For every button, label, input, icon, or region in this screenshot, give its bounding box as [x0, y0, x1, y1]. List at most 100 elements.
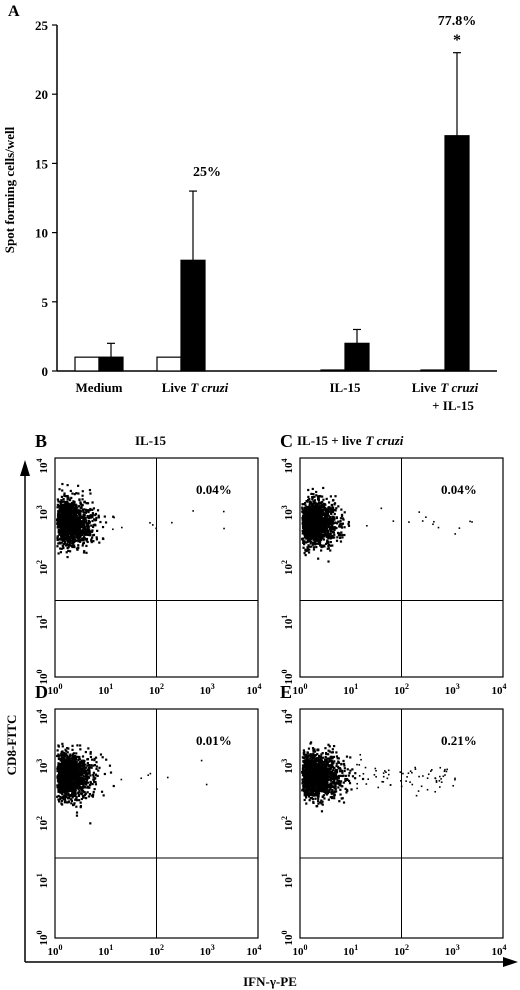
event-dot — [66, 494, 69, 498]
event-dot — [87, 795, 91, 798]
event-dot — [78, 758, 81, 761]
event-dot — [77, 505, 81, 508]
event-dot — [67, 502, 70, 505]
event-dot — [89, 492, 92, 495]
event-dot — [73, 545, 76, 549]
event-dot — [75, 539, 78, 542]
event-dot — [306, 500, 309, 503]
x-tick-label: 102 — [149, 943, 164, 958]
event-dot — [63, 513, 67, 516]
event-dot — [149, 522, 151, 524]
event-dot — [324, 542, 328, 545]
event-dot — [92, 790, 95, 794]
event-dot — [322, 504, 325, 507]
event-dot — [315, 536, 319, 539]
event-dot — [306, 546, 309, 549]
event-dot — [320, 526, 324, 529]
event-dot — [302, 765, 305, 768]
event-dot — [336, 536, 339, 539]
event-dot — [78, 498, 81, 501]
event-dot — [91, 508, 94, 511]
event-dot — [76, 766, 79, 769]
event-dot — [84, 763, 87, 766]
event-dot — [64, 792, 67, 796]
event-dot — [64, 537, 67, 540]
event-dot — [74, 530, 77, 533]
event-dot — [324, 516, 328, 519]
event-dot — [307, 524, 311, 527]
tick-base: 10 — [38, 934, 50, 946]
event-dot — [70, 799, 74, 802]
event-dot — [68, 777, 71, 780]
event-dot — [82, 515, 86, 519]
event-dot — [57, 788, 60, 791]
event-dot — [74, 525, 77, 528]
event-dot — [59, 754, 62, 757]
event-dot — [68, 773, 71, 776]
event-dot — [317, 557, 320, 560]
event-dot — [330, 503, 334, 507]
event-dot — [327, 749, 330, 752]
event-dot — [73, 777, 77, 780]
event-dot — [322, 498, 325, 501]
event-dot — [302, 539, 305, 543]
event-dot — [73, 517, 76, 520]
event-dot — [89, 751, 92, 754]
event-dot — [63, 540, 66, 543]
event-dot — [60, 756, 63, 759]
event-dot — [64, 495, 67, 498]
event-dot — [319, 533, 323, 537]
event-dot — [95, 761, 98, 764]
event-dot — [75, 814, 79, 817]
event-dot — [82, 789, 85, 793]
event-dot — [85, 780, 88, 784]
event-dot — [71, 748, 74, 751]
event-dot — [76, 531, 79, 534]
event-dot — [328, 516, 331, 519]
event-dot — [63, 791, 66, 794]
event-dot — [61, 511, 64, 515]
y-tick-label: 10 — [35, 226, 48, 241]
event-dot — [104, 521, 108, 524]
event-dot — [62, 782, 65, 785]
event-dot — [343, 533, 346, 537]
event-dot — [307, 488, 310, 492]
event-dot — [333, 503, 336, 506]
event-dot — [72, 783, 76, 786]
event-dot — [304, 535, 307, 539]
gate-percent: 0.04% — [196, 482, 232, 497]
event-dot — [343, 511, 346, 514]
event-dot — [57, 510, 60, 513]
event-dot — [65, 538, 69, 542]
event-dot — [77, 511, 80, 515]
event-dot — [57, 755, 60, 758]
event-dot — [80, 529, 84, 533]
event-dot — [306, 540, 309, 543]
event-dot — [93, 757, 96, 760]
event-dot — [69, 786, 72, 789]
event-dot — [328, 510, 331, 513]
event-dot — [70, 784, 73, 788]
event-dot — [323, 514, 326, 517]
event-dot — [330, 510, 333, 513]
group-label-text: Live — [412, 380, 437, 395]
event-dot — [347, 774, 350, 777]
event-dot — [62, 765, 65, 768]
event-dot — [83, 780, 86, 784]
event-dot — [308, 545, 311, 548]
event-dot — [84, 769, 87, 773]
event-dot — [326, 787, 329, 790]
event-dot — [68, 770, 71, 773]
event-dot — [67, 517, 70, 520]
event-dot — [77, 791, 80, 794]
event-dot — [67, 797, 70, 800]
event-dot — [62, 760, 66, 763]
event-dot — [61, 803, 64, 806]
event-dot — [319, 544, 322, 547]
event-dot — [67, 800, 70, 803]
event-dot — [317, 793, 320, 796]
event-dot — [317, 797, 320, 800]
event-dot — [79, 525, 82, 528]
event-dot — [312, 522, 316, 525]
event-dot — [68, 762, 71, 765]
